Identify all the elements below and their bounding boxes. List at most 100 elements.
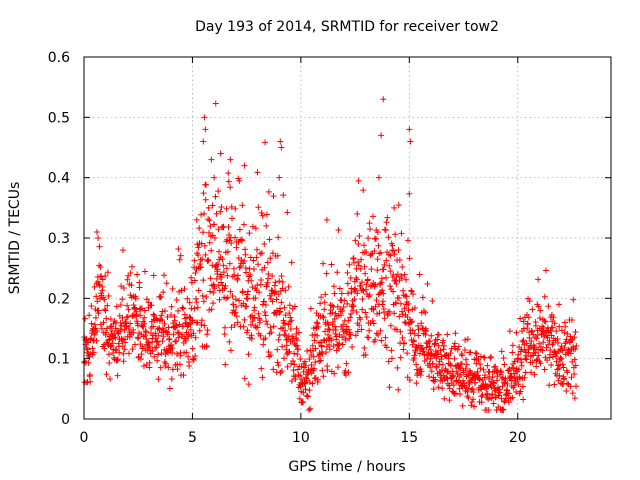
data-point [366,291,373,298]
data-point [191,305,198,312]
data-point [415,332,422,339]
data-point [278,367,285,374]
data-point [412,348,419,355]
data-point [258,209,265,216]
data-point [220,269,227,276]
data-point [429,360,436,367]
data-point [465,394,472,401]
data-point [227,288,234,295]
data-point [267,352,274,359]
data-point [150,311,157,318]
data-point [95,281,102,288]
data-point [304,393,311,400]
data-point [95,235,102,241]
data-point [241,162,248,169]
data-point [165,364,172,371]
data-point [125,306,132,313]
data-point [136,284,143,291]
data-point [462,365,469,372]
axes: 0 0.1 0.2 0.3 0.4 0.5 0.6 0 5 10 15 20 [48,50,612,446]
data-point [282,287,289,294]
data-point [274,359,281,366]
data-point [105,292,112,299]
data-point [563,336,570,343]
data-point [388,355,395,362]
data-point [240,300,247,307]
data-point [275,336,282,343]
data-point [509,342,516,349]
data-point [342,372,349,379]
data-point [407,319,414,326]
data-point [564,369,571,376]
data-point [354,290,361,297]
grid-lines [84,57,611,419]
data-point [338,290,345,297]
data-point [481,354,488,361]
data-point [410,291,417,298]
data-point [191,257,198,264]
data-point [518,359,525,366]
data-point [359,296,366,303]
data-point [336,345,343,352]
data-point [333,333,340,340]
data-point [446,397,453,404]
data-point [287,326,294,333]
data-point [391,204,398,211]
data-point [188,274,195,281]
data-point [477,353,484,360]
data-point [561,376,568,383]
data-point [329,302,336,309]
data-point [157,364,164,371]
data-point [258,250,265,257]
data-point [107,343,114,350]
data-point [120,350,127,357]
data-point [465,385,472,392]
data-point [127,320,134,327]
data-point [375,174,382,181]
data-point [176,321,183,328]
data-point [409,327,416,334]
data-point [212,193,219,200]
data-point [219,282,226,289]
data-point [572,329,579,336]
data-point [387,282,394,289]
data-point [369,317,376,324]
data-point [411,330,418,337]
data-point [159,337,166,344]
data-point [446,385,453,392]
data-point [271,282,278,289]
data-point [396,313,403,320]
data-point [128,282,135,289]
data-point [506,390,513,397]
data-point [306,355,313,362]
data-point [302,386,309,393]
data-point [267,324,274,331]
data-point [200,277,207,284]
data-point [484,362,491,369]
data-point [172,323,179,330]
data-point [516,375,523,382]
data-point [437,347,444,354]
data-point [357,265,364,272]
data-point [397,328,404,335]
data-point [270,366,277,373]
data-point [318,294,325,301]
data-point [155,332,162,339]
data-point [134,334,141,341]
data-point [387,268,394,275]
data-point [294,366,301,373]
data-point [536,340,543,347]
data-point [231,271,238,278]
data-point [119,342,126,349]
data-point [529,306,536,313]
data-point [183,349,190,356]
data-point [451,355,458,362]
data-point [535,352,542,359]
data-point [572,345,579,352]
data-point [239,237,246,244]
data-point [175,307,182,314]
data-point [403,276,410,283]
data-point [242,251,249,258]
data-point [211,234,218,241]
